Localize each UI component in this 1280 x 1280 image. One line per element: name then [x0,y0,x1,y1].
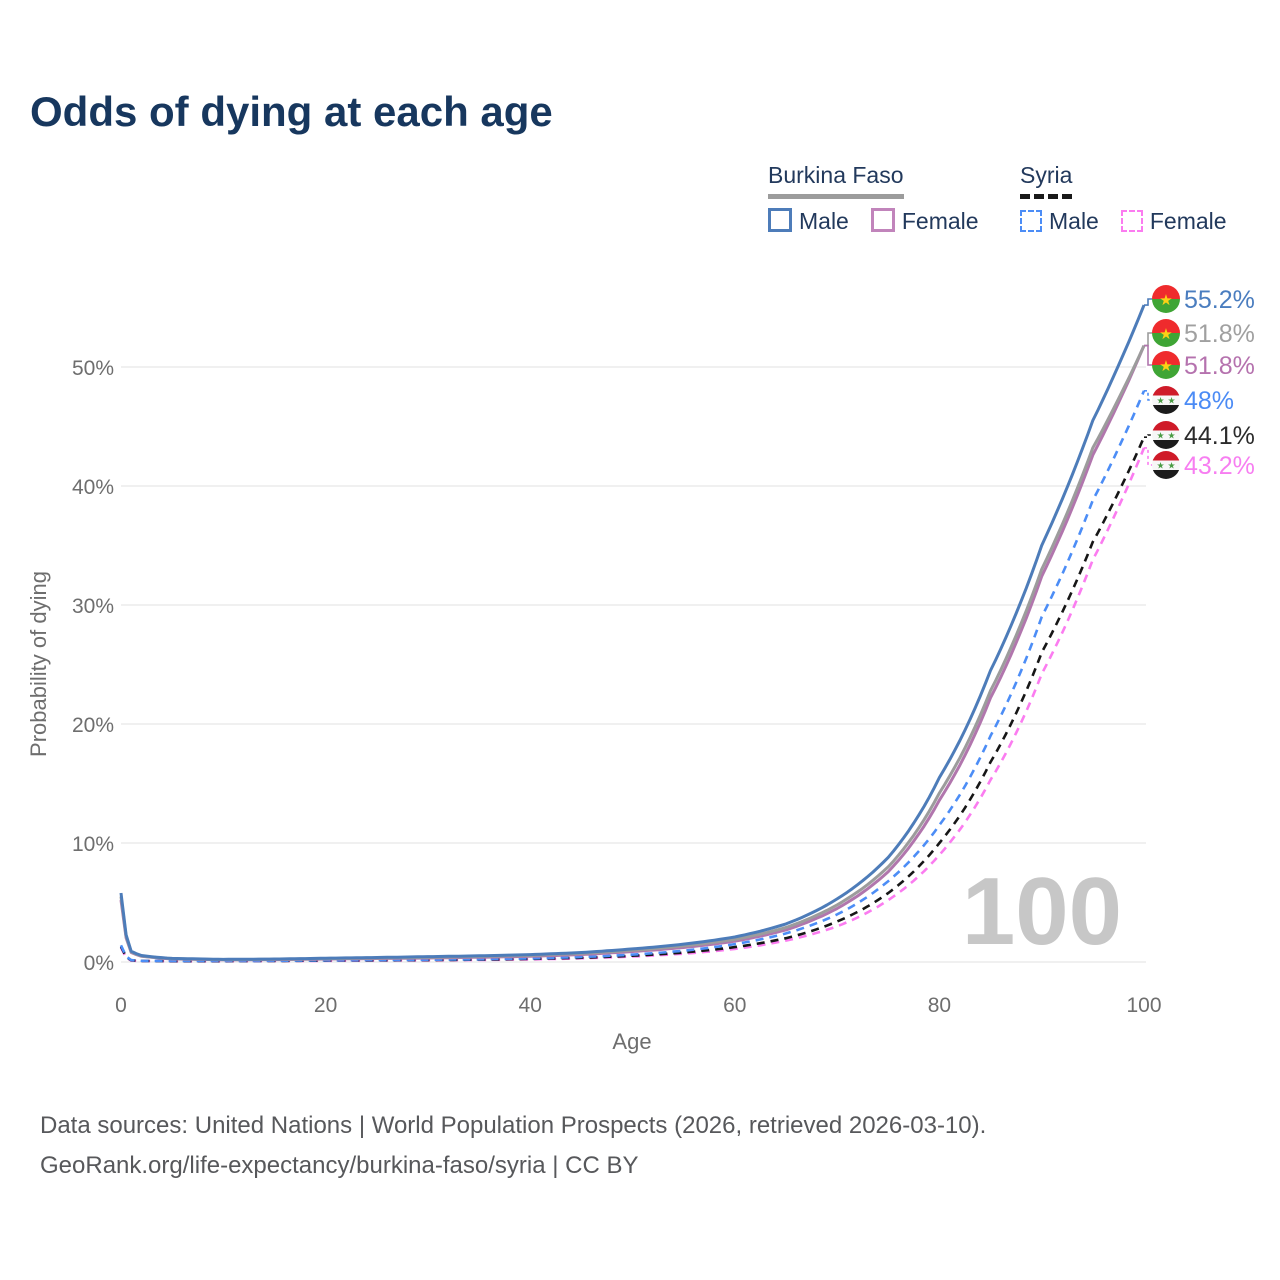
leader-line [1144,298,1152,306]
flag-star: ★ [1167,461,1175,471]
flag-icon-burkina-faso: ★ [1152,285,1180,313]
x-tick-label: 40 [519,994,542,1017]
end-value-label: 44.1% [1184,422,1255,450]
footer-data-sources: Data sources: United Nations | World Pop… [40,1112,987,1139]
flag-band [1152,351,1180,365]
x-tick-label: 20 [314,994,337,1017]
series-line-syria-male[interactable] [119,390,1146,963]
flag-band [1152,451,1180,461]
y-tick-label: 40% [72,476,114,499]
legend-group-syria: Syria Male Female [1020,162,1249,235]
leader-line [1144,434,1152,438]
end-value-label: 43.2% [1184,452,1255,480]
flag-band [1152,365,1180,379]
end-value-label: 51.8% [1184,320,1255,348]
y-axis-title: Probability of dying [26,571,51,757]
x-tick-label: 60 [723,994,746,1017]
legend-swatch-syria-male [1020,210,1042,232]
leader-line [1144,332,1152,347]
hover-age-watermark: 100 [962,858,1122,965]
flag-star: ★ [1156,431,1164,441]
flag-band [1152,470,1180,479]
mortality-line-chart[interactable]: 100 0% 10% 20% 30% 40% 50% 0 20 40 60 80 100 Probab… [0,0,1280,1080]
legend-item-burkina-female[interactable]: Female [870,208,979,235]
legend-label: Female [901,208,979,234]
y-tick-label: 0% [84,952,114,975]
x-tick-label: 100 [1126,994,1161,1017]
flag-star: ★ [1156,461,1164,471]
legend-swatch-syria-female [1120,210,1143,232]
end-value-label: 48% [1184,387,1234,415]
flag-band [1152,319,1180,333]
legend-label: Male [799,208,849,234]
legend-swatch-burkina-female [870,208,895,232]
flag-icon-burkina-faso: ★ [1152,319,1180,347]
legend-country-syria[interactable]: Syria [1020,162,1073,199]
flag-band [1152,386,1180,396]
flag-band [1152,333,1180,347]
flag-icon-syria: ★ ★ [1152,451,1180,479]
footer: Data sources: United Nations | World Pop… [40,1106,986,1186]
flag-band [1152,460,1180,470]
flag-star: ★ [1159,326,1172,343]
y-tick-label: 50% [72,357,114,380]
flag-band [1152,421,1180,431]
y-tick-label: 30% [72,595,114,618]
flag-art: ★ [1152,285,1180,313]
end-value-label: 51.8% [1184,352,1255,380]
legend-country-burkina-faso[interactable]: Burkina Faso [768,162,904,199]
flag-band [1152,430,1180,440]
flag-band [1152,285,1180,299]
flag-band [1152,395,1180,405]
flag-art: ★ [1152,351,1180,379]
flag-icon-syria: ★ ★ [1152,386,1180,414]
flag-star: ★ [1159,292,1172,309]
flag-icon-syria: ★ ★ [1152,421,1180,449]
page-title: Odds of dying at each age [30,88,553,135]
flag-band [1152,299,1180,313]
series-layer [119,304,1146,963]
x-tick-label: 80 [928,994,951,1017]
x-tick-label: 0 [115,994,127,1017]
flag-art: ★ ★ [1152,421,1180,449]
flag-star: ★ [1167,396,1175,406]
leader-line [1144,390,1152,401]
legend-group-burkina-faso: Burkina Faso Male Female [768,162,1001,235]
series-line-burkina-faso-male[interactable] [119,304,1146,961]
flag-art: ★ ★ [1152,386,1180,414]
leader-line [1144,344,1152,366]
flag-star: ★ [1167,431,1175,441]
flag-band [1152,405,1180,414]
leader-line [1144,447,1152,466]
axis-tick-layer: 0% 10% 20% 30% 40% 50% 0 20 40 60 80 100 [72,357,1162,1017]
flag-star: ★ [1156,396,1164,406]
flag-art: ★ [1152,319,1180,347]
legend-item-burkina-male[interactable]: Male [768,208,849,235]
flag-icon-burkina-faso: ★ [1152,351,1180,379]
legend-swatch-burkina-male [768,208,792,232]
legend-item-syria-male[interactable]: Male [1020,208,1099,235]
end-label-layer: ★ 55.2%★ 51.8%★ 51.8%★ ★ 48%★ ★ 44.1%★ ★ 43.2% [1144,285,1255,480]
x-axis-title: Age [612,1029,651,1054]
legend-label: Male [1049,208,1099,234]
flag-star: ★ [1159,358,1172,375]
legend-item-syria-female[interactable]: Female [1120,208,1227,235]
y-tick-label: 10% [72,833,114,856]
y-tick-label: 20% [72,714,114,737]
legend-label: Female [1149,208,1227,234]
flag-band [1152,440,1180,449]
footer-attribution-link[interactable]: GeoRank.org/life-expectancy/burkina-faso… [40,1152,639,1179]
end-value-label: 55.2% [1184,286,1255,314]
flag-art: ★ ★ [1152,451,1180,479]
